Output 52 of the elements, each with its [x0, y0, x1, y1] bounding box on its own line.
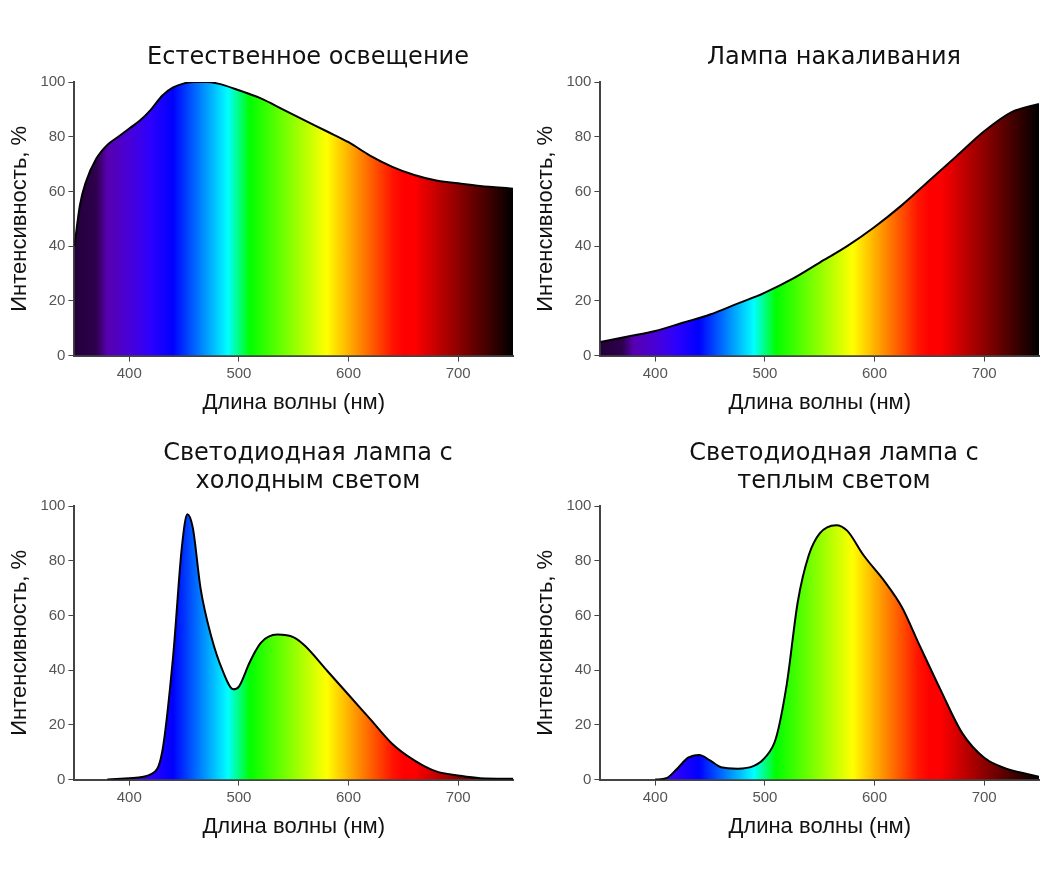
x-tick-label: 400 [116, 787, 142, 805]
y-tick-label: 80 [48, 126, 66, 144]
chart-title: Светодиодная лампа с холодным светом [162, 437, 454, 494]
x-tick-label: 700 [445, 363, 471, 381]
y-tick-label: 100 [40, 72, 66, 90]
y-axis-title: Интенсивность, % [6, 549, 32, 736]
y-tick-label: 80 [574, 126, 592, 144]
y-tick-label: 20 [574, 291, 592, 309]
y-tick-label: 60 [574, 181, 592, 199]
y-tick-label: 20 [574, 715, 592, 733]
x-tick-label: 500 [226, 787, 252, 805]
x-tick-label: 600 [862, 363, 888, 381]
x-axis-title: Длина волны (нм) [202, 388, 385, 414]
chart-title: Естественное освещение [146, 41, 470, 70]
x-tick-label: 600 [862, 787, 888, 805]
x-tick-label: 700 [971, 787, 997, 805]
y-tick-label: 80 [574, 550, 592, 568]
y-tick-label: 80 [48, 550, 66, 568]
y-tick-label: 60 [48, 605, 66, 623]
x-tick-label: 600 [336, 787, 362, 805]
x-tick-label: 400 [642, 787, 668, 805]
y-tick-label: 20 [48, 291, 66, 309]
x-axis-title: Длина волны (нм) [728, 388, 911, 414]
y-tick-label: 20 [48, 715, 66, 733]
y-axis-title: Интенсивность, % [532, 549, 558, 736]
chart-title: Лампа накаливания [706, 41, 962, 70]
y-tick-label: 100 [566, 496, 592, 514]
x-tick-label: 400 [642, 363, 668, 381]
y-tick-label: 0 [57, 345, 66, 363]
y-tick-label: 40 [48, 236, 66, 254]
x-tick-label: 500 [752, 787, 778, 805]
x-tick-label: 700 [445, 787, 471, 805]
y-tick-label: 40 [48, 660, 66, 678]
x-tick-label: 400 [116, 363, 142, 381]
y-tick-label: 0 [583, 345, 592, 363]
x-axis-title: Длина волны (нм) [728, 812, 911, 838]
y-tick-label: 100 [566, 72, 592, 90]
y-tick-label: 40 [574, 236, 592, 254]
x-tick-label: 500 [752, 363, 778, 381]
y-tick-label: 40 [574, 660, 592, 678]
y-axis-title: Интенсивность, % [532, 125, 558, 312]
y-axis-title: Интенсивность, % [6, 125, 32, 312]
x-tick-label: 500 [226, 363, 252, 381]
x-axis-title: Длина волны (нм) [202, 812, 385, 838]
x-tick-label: 600 [336, 363, 362, 381]
chart-title: Светодиодная лампа с теплым светом [688, 437, 980, 494]
y-tick-label: 0 [57, 769, 66, 787]
y-tick-label: 100 [40, 496, 66, 514]
y-tick-label: 0 [583, 769, 592, 787]
y-tick-label: 60 [48, 181, 66, 199]
y-tick-label: 60 [574, 605, 592, 623]
x-tick-label: 700 [971, 363, 997, 381]
